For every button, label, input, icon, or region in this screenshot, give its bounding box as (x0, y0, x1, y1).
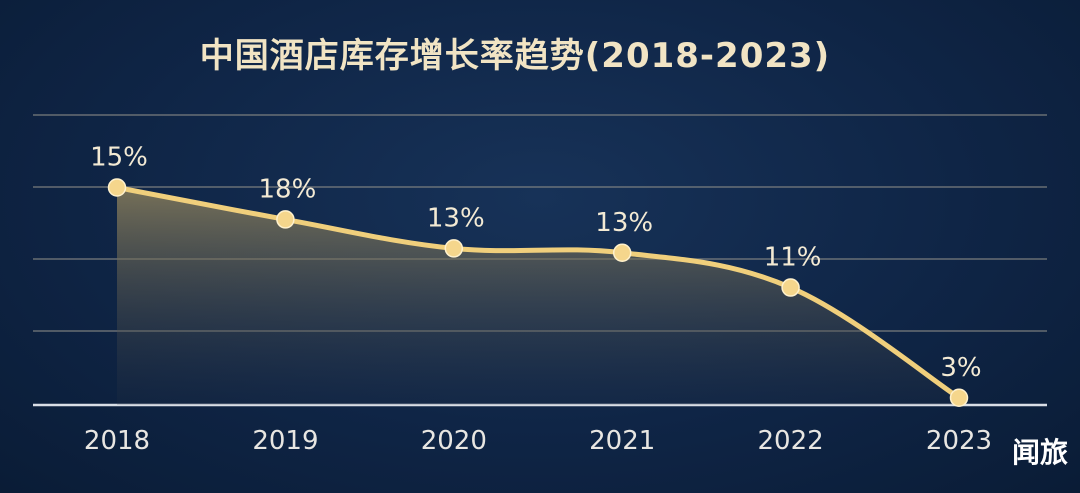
area-fill-shape (117, 187, 959, 405)
data-label-2019: 18% (259, 174, 317, 204)
data-point-2019 (276, 210, 295, 229)
x-axis-ticks: 2018 2019 2020 2021 2022 2023 (84, 426, 992, 456)
data-label-2018: 15% (90, 143, 148, 173)
x-tick-label-2019: 2019 (252, 426, 318, 456)
x-tick-label-2022: 2022 (758, 426, 824, 456)
x-tick-label-2021: 2021 (589, 426, 655, 456)
data-point-2022 (781, 278, 800, 297)
series-line-path (114, 185, 962, 401)
data-point-2023 (949, 388, 969, 407)
series-line (114, 185, 962, 401)
x-tick-label-2023: 2023 (926, 426, 992, 456)
data-points (107, 178, 969, 407)
data-label-2023: 3% (940, 353, 981, 383)
chart-title: 中国酒店库存增长率趋势(2018-2023) (199, 36, 831, 76)
watermark-logo: 闻旅 (1011, 436, 1068, 469)
x-tick-label-2018: 2018 (84, 426, 150, 456)
data-labels: 15% 18% 13% 13% 11% 3% (90, 143, 982, 383)
data-label-2022: 11% (764, 243, 822, 273)
data-label-2021: 13% (595, 208, 653, 238)
data-label-2020: 13% (427, 203, 485, 233)
data-point-2020 (444, 239, 464, 258)
data-point-2021 (612, 243, 632, 262)
data-point-2018 (107, 178, 127, 197)
area-fill (117, 187, 959, 405)
x-tick-label-2020: 2020 (421, 426, 487, 456)
